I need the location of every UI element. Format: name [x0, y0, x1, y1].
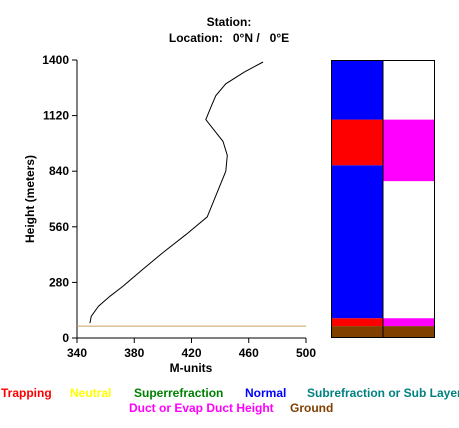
duct-segment: [383, 318, 434, 327]
duct-columns: [331, 60, 435, 338]
duct-segment: [383, 181, 434, 319]
duct-segment: [383, 326, 434, 338]
duct-segment: [383, 60, 434, 120]
station-label: Station:: [207, 15, 252, 29]
duct-segment: [331, 326, 383, 338]
y-tick-label: 0: [62, 331, 69, 345]
x-tick-label: 420: [181, 346, 201, 360]
x-tick-label: 460: [239, 346, 259, 360]
y-tick-label: 1120: [43, 109, 69, 123]
plot-area: 0 280 560 840 1120 1400 340 380 420 460 500: [42, 53, 316, 360]
legend-item-normal: Normal: [245, 386, 286, 400]
duct-segment: [331, 60, 383, 120]
legend: Trapping Neutral Superrefraction Normal …: [1, 386, 459, 415]
location-text: Location: 0°N / 0°E: [169, 31, 289, 45]
x-tick-label: 380: [124, 346, 144, 360]
y-tick-label: 560: [49, 220, 69, 234]
m-unit-profile-line: [89, 61, 264, 324]
x-axis-label: M-units: [170, 361, 213, 375]
x-tick-label: 500: [296, 346, 316, 360]
y-tick-label: 1400: [42, 53, 69, 67]
duct-segment: [331, 318, 383, 327]
legend-item-duct: Duct or Evap Duct Height: [129, 401, 274, 415]
legend-item-trapping: Trapping: [1, 386, 52, 400]
x-tick-label: 340: [67, 346, 87, 360]
y-tick-label: 280: [49, 275, 69, 289]
duct-segment: [383, 119, 434, 182]
duct-segment: [331, 165, 383, 319]
legend-item-superrefraction: Superrefraction: [134, 386, 223, 400]
y-axis-label: Height (meters): [23, 155, 37, 243]
y-tick-label: 840: [49, 164, 69, 178]
legend-item-ground: Ground: [290, 401, 333, 415]
legend-item-neutral: Neutral: [70, 386, 111, 400]
duct-segment: [331, 119, 383, 166]
legend-item-subrefraction: Subrefraction or Sub Layer: [307, 386, 459, 400]
